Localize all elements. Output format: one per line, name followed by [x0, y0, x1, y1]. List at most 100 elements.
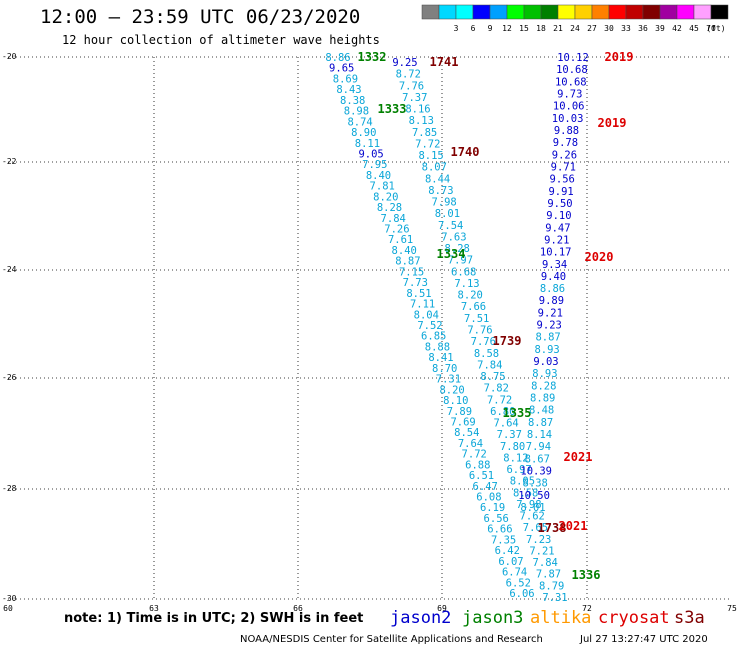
swh-value: 8.89: [530, 393, 555, 405]
y-tick-label: -20: [2, 52, 17, 61]
legend-swatch: [642, 4, 661, 20]
legend-swatch: [693, 4, 712, 20]
legend-labels: 3 6 9 12 15 18 21 24 27 30 33 36 39 42 45 70(ft): [454, 24, 726, 33]
swh-value: 7.87: [536, 569, 561, 581]
swh-value: 8.87: [395, 256, 420, 268]
swh-value: 6.66: [487, 524, 512, 536]
x-tick-label: 69: [437, 604, 447, 613]
swh-value: 7.52: [417, 320, 442, 332]
pass-label: 2020: [585, 250, 614, 264]
swh-value: 10.12: [557, 52, 589, 64]
swh-value: 6.68: [451, 266, 476, 278]
swh-value: 10.50: [518, 490, 550, 502]
swh-value: 7.84: [533, 557, 558, 569]
legend-swatch: [591, 4, 610, 20]
swh-value: 9.71: [551, 162, 576, 174]
legend-label: 3: [454, 24, 459, 33]
swh-value: 8.28: [531, 380, 556, 392]
swh-value: 7.31: [542, 592, 567, 604]
pass-label: 1740: [451, 145, 480, 159]
swh-value: 10.39: [520, 466, 552, 478]
swh-value: 7.89: [447, 406, 472, 418]
y-tick-label: -26: [2, 373, 17, 382]
swh-value: 8.98: [344, 106, 369, 118]
swh-value: 7.66: [461, 301, 486, 313]
swh-value: 7.85: [412, 127, 437, 139]
swh-value: 9.23: [537, 320, 562, 332]
swh-value: 6.07: [498, 556, 523, 568]
swh-value: 8.88: [425, 341, 450, 353]
swh-value: 9.34: [542, 259, 567, 271]
swh-value: 8.04: [414, 309, 439, 321]
pass-label: 1335: [503, 406, 532, 420]
swh-value: 6.08: [476, 492, 501, 504]
swh-value: 7.84: [381, 213, 406, 225]
track-a-values: 8.869.658.698.438.388.988.748.908.119.05…: [325, 52, 534, 600]
swh-value: 7.31: [436, 374, 461, 386]
y-tick-label: -28: [2, 484, 17, 493]
swh-value: 7.62: [520, 511, 545, 523]
y-tick-label: -22: [2, 157, 17, 166]
swh-value: 7.94: [526, 441, 551, 453]
y-tick-label: -30: [2, 594, 17, 603]
swh-value: 8.10: [443, 395, 468, 407]
page-title: 12:00 – 23:59 UTC 06/23/2020: [40, 6, 361, 28]
swh-value: 8.58: [513, 487, 538, 499]
swh-value: 8.14: [527, 429, 552, 441]
swh-value: 8.54: [454, 427, 479, 439]
swh-value: 8.51: [406, 288, 431, 300]
legend-swatch: [608, 4, 627, 20]
swh-value: 8.93: [534, 344, 559, 356]
swh-value: 6.42: [495, 545, 520, 557]
legend-swatch: [489, 4, 508, 20]
legend-label: 6: [471, 24, 476, 33]
swh-value: 8.72: [396, 69, 421, 81]
track-b-values: 9.258.727.767.378.168.137.857.728.158.07…: [392, 57, 567, 604]
swh-value: 8.40: [392, 245, 417, 257]
x-tick-labels: 60 63 66 69 72 75: [3, 604, 737, 613]
swh-value: 7.84: [477, 359, 502, 371]
swh-value: 7.23: [526, 534, 551, 546]
swh-value: 6.52: [506, 577, 531, 589]
swh-value: 9.88: [554, 125, 579, 137]
swh-value: 8.20: [458, 290, 483, 302]
swh-value: 9.73: [557, 89, 582, 101]
legend-swatches: [421, 4, 729, 20]
swh-value: 6.06: [509, 588, 534, 600]
legend-swatch: [455, 4, 474, 20]
swh-value: 7.15: [399, 266, 424, 278]
swh-value: 7.72: [462, 449, 487, 461]
legend-swatch: [625, 4, 644, 20]
swh-value: 8.43: [336, 84, 361, 96]
swh-value: 8.58: [474, 348, 499, 360]
swh-value: 8.73: [428, 185, 453, 197]
swh-value: 7.54: [438, 220, 463, 232]
pass-label: 1333: [378, 102, 407, 116]
swh-value: 8.90: [351, 127, 376, 139]
swh-value: 9.40: [541, 271, 566, 283]
swh-value: 8.11: [355, 138, 380, 150]
satellite-altika: altika: [530, 608, 592, 628]
swh-value: 7.64: [458, 438, 483, 450]
pass-label: 2021: [564, 450, 593, 464]
satellite-cryosat: cryosat: [598, 608, 670, 628]
swh-value: 7.13: [454, 278, 479, 290]
pass-label: 1334: [437, 247, 466, 261]
legend-label: 21: [553, 24, 563, 33]
swh-value: 7.11: [410, 299, 435, 311]
swh-value: 10.03: [552, 113, 584, 125]
legend-label: 36: [638, 24, 648, 33]
swh-value: 8.67: [525, 453, 550, 465]
swh-value: 6.19: [480, 502, 505, 514]
legend-swatch: [659, 4, 678, 20]
swh-value: 9.78: [553, 137, 578, 149]
swh-value: 6.47: [473, 481, 498, 493]
pass-labels: 1332 1333 1334 1335 1336 1741 1740 1739 1738 2019…: [358, 50, 634, 582]
swh-value: 9.25: [392, 57, 417, 69]
swh-value: 7.69: [450, 417, 475, 429]
x-tick-label: 63: [149, 604, 159, 613]
pass-label: 1739: [493, 334, 522, 348]
swh-value: 7.51: [464, 313, 489, 325]
swh-value: 9.26: [552, 149, 577, 161]
